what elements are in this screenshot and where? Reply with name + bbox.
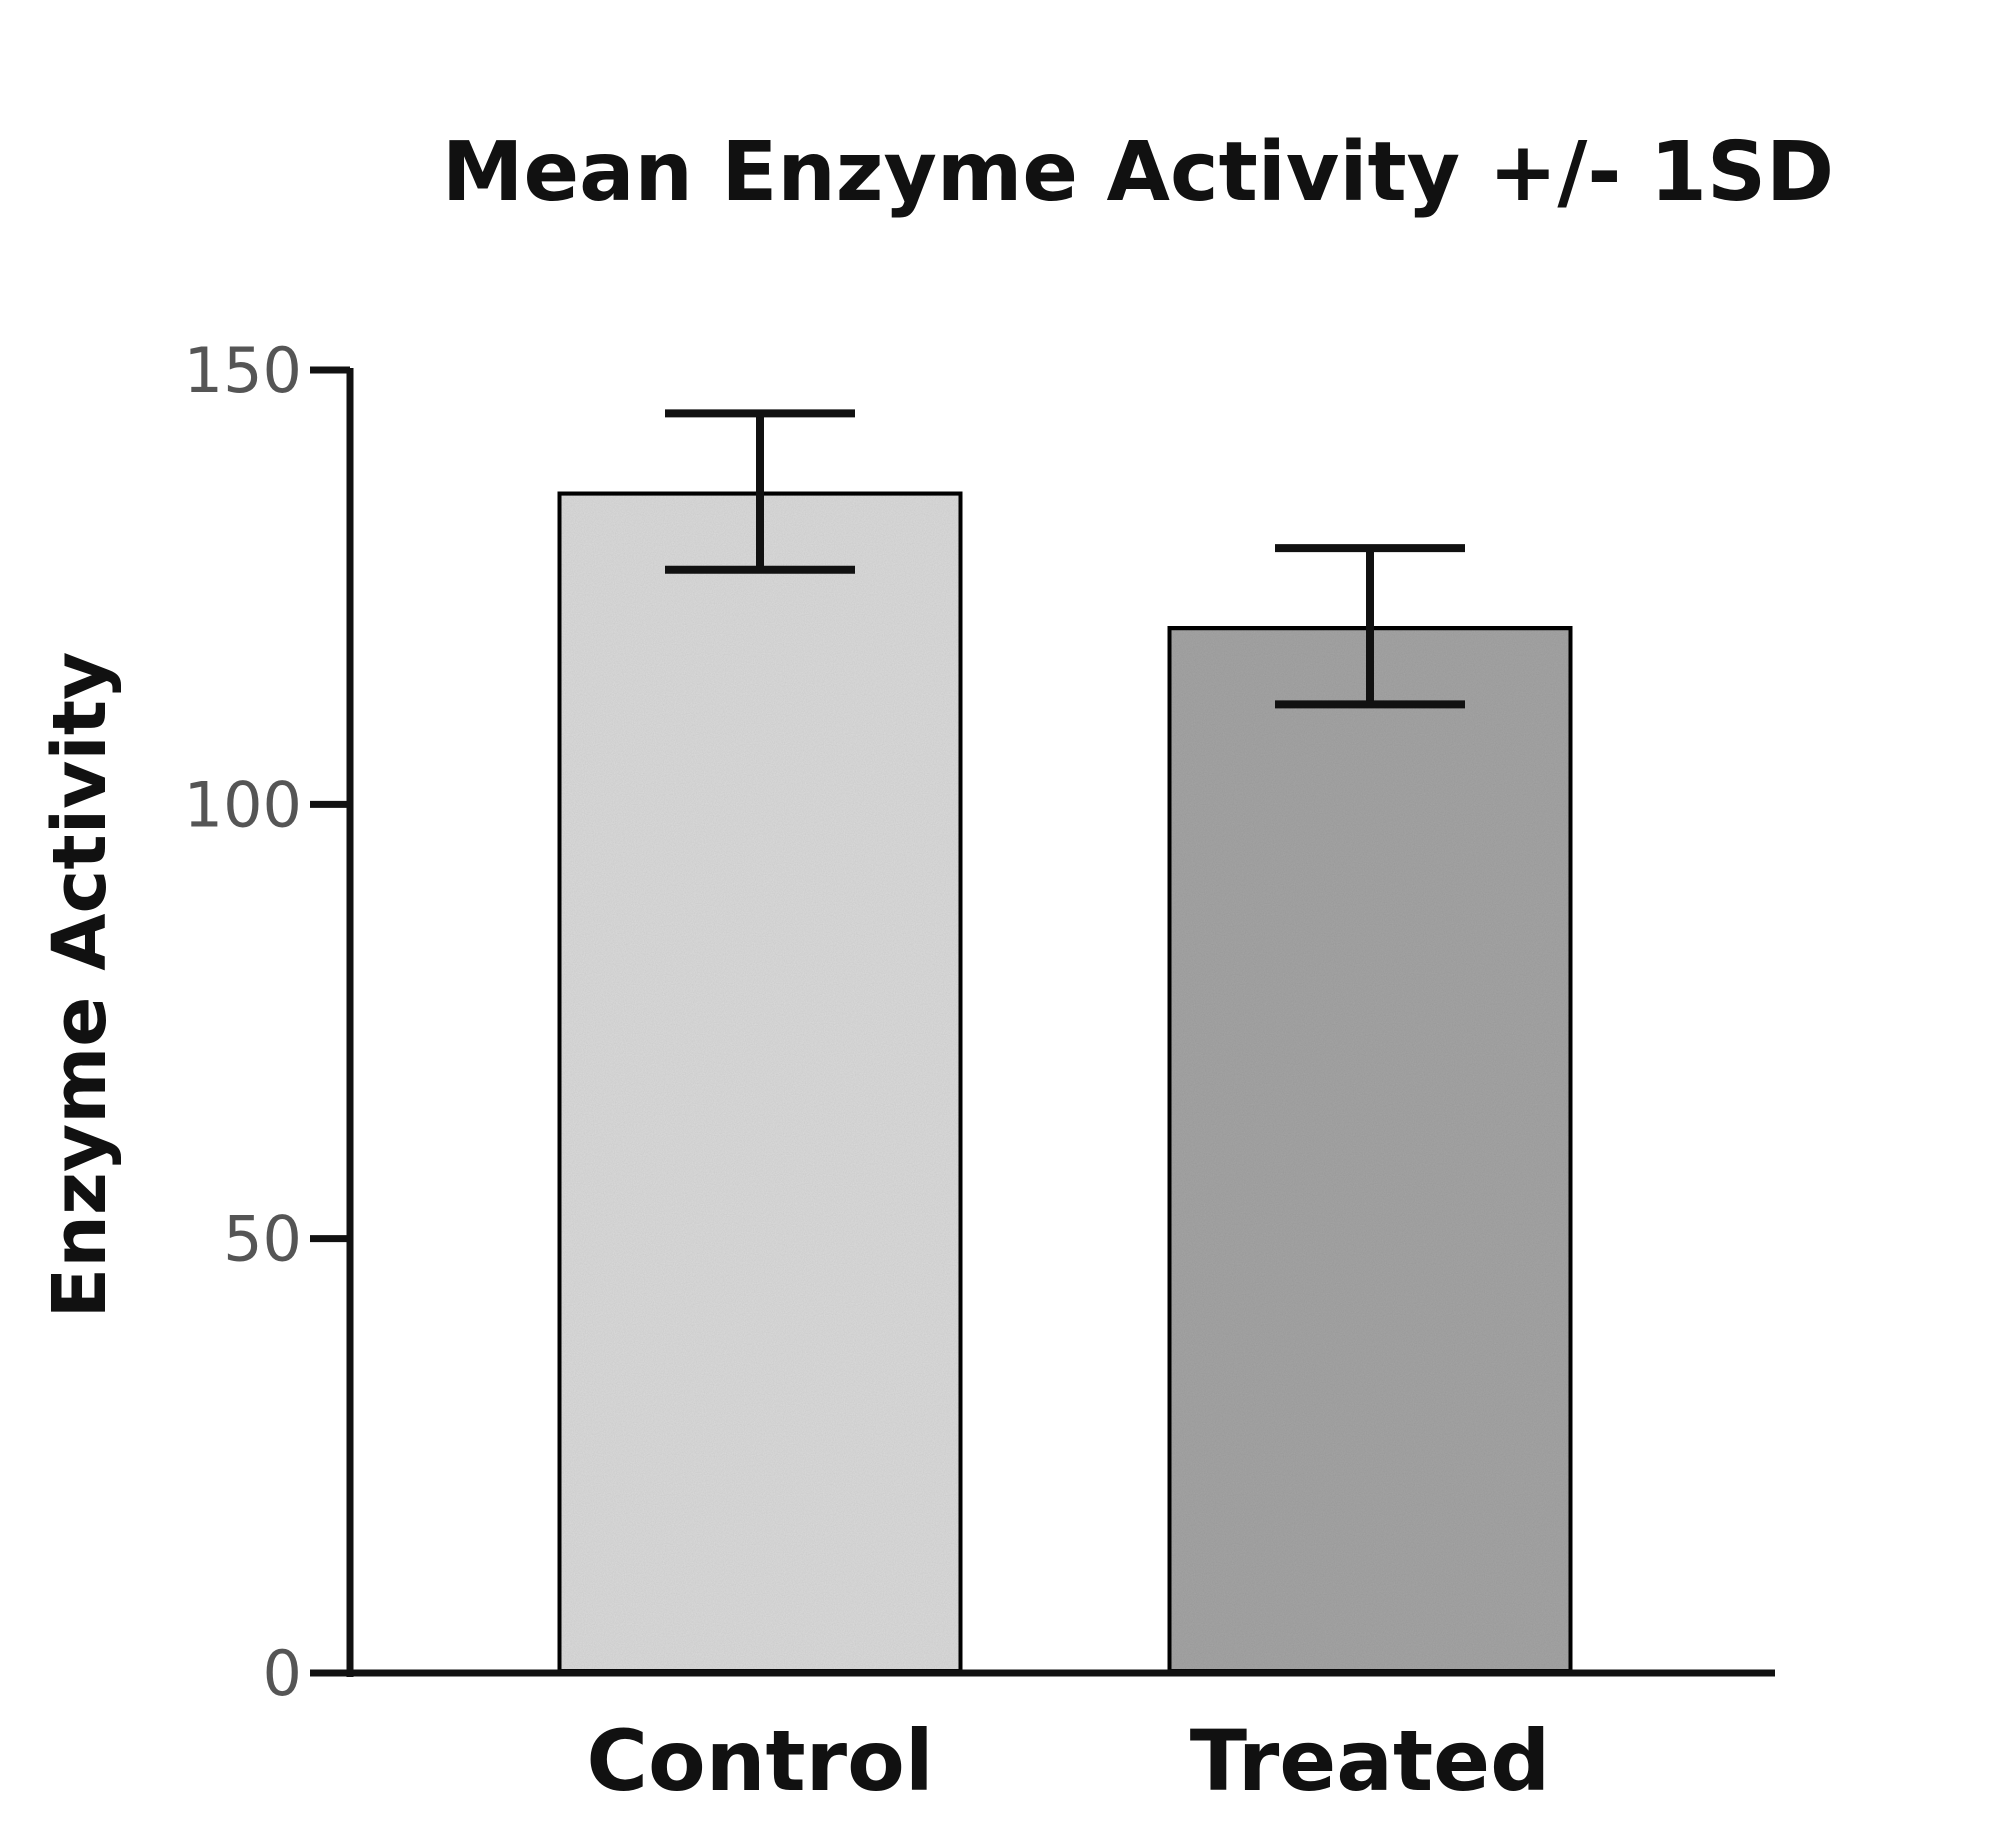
y-tick-label: 50: [223, 1203, 302, 1276]
tick-labels-layer: Control Treated 0 50 100 150: [184, 334, 1551, 1810]
y-tick-label: 150: [184, 334, 302, 407]
y-tick-label: 0: [263, 1637, 302, 1710]
error-bars-layer: [665, 409, 1465, 709]
x-tick-label: Treated: [1190, 1712, 1550, 1810]
axes-layer: [310, 366, 1775, 1677]
y-tick-label: 100: [184, 768, 302, 841]
chart-title: Mean Enzyme Activity +/- 1SD: [442, 125, 1834, 220]
bar-control: [553, 487, 967, 1678]
bar-treated: [1163, 622, 1577, 1677]
y-axis-label: Enzyme Activity: [37, 652, 123, 1319]
bars-layer: [553, 487, 1577, 1678]
x-tick-label: Control: [586, 1712, 933, 1810]
error-bar-treated: [1275, 544, 1465, 709]
error-bar-control: [665, 409, 855, 574]
